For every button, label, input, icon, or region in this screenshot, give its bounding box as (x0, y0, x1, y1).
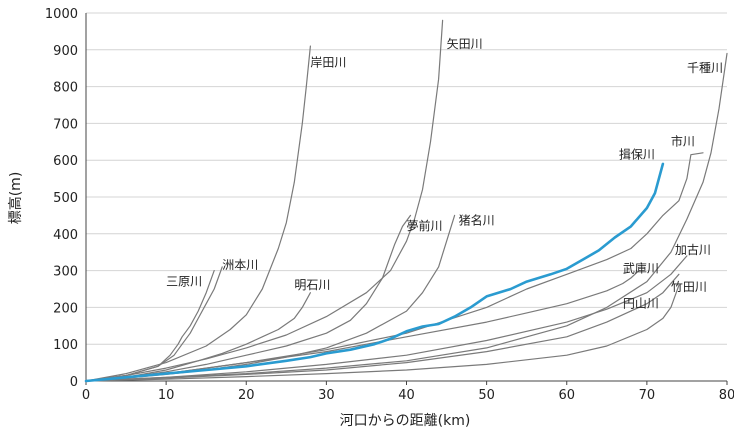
x-tick-label-20: 20 (238, 388, 255, 403)
y-tick-label-300: 300 (53, 265, 78, 280)
x-tick-label-30: 30 (318, 388, 335, 403)
y-tick-label-900: 900 (53, 44, 78, 59)
y-tick-label-700: 700 (53, 117, 78, 132)
x-tick-label-40: 40 (398, 388, 415, 403)
y-tick-label-200: 200 (53, 301, 78, 316)
series-line-5 (85, 19, 444, 382)
x-tick-label-0: 0 (82, 388, 90, 403)
x-tick-label-50: 50 (478, 388, 495, 403)
river-label-11: 加古川 (675, 242, 711, 257)
series-line-13 (85, 284, 680, 382)
series-line-14 (84, 162, 665, 383)
x-tick-label-60: 60 (558, 388, 575, 403)
series-line-3 (85, 45, 311, 382)
y-tick-label-400: 400 (53, 228, 78, 243)
y-tick-label-1000: 1000 (45, 7, 78, 22)
x-tick-label-70: 70 (639, 388, 656, 403)
river-label-4: 揖保川 (619, 147, 655, 161)
series-line-12 (85, 273, 680, 382)
x-tick-label-10: 10 (158, 388, 175, 403)
river-label-8: 洲本川 (222, 258, 258, 272)
series-line-11 (85, 270, 640, 382)
river-label-13: 竹田川 (671, 280, 707, 294)
y-axis-title: 標高(m) (7, 172, 24, 225)
river-label-3: 千種川 (687, 61, 723, 75)
series-line-10 (85, 255, 688, 382)
river-label-1: 岸田川 (310, 55, 346, 69)
x-axis-title: 河口からの距離(km) (340, 412, 471, 429)
y-tick-label-500: 500 (53, 191, 78, 206)
river-label-5: 市川 (671, 133, 695, 148)
gridlines (86, 12, 727, 345)
y-tick-label-800: 800 (53, 81, 78, 96)
series-line-2 (85, 266, 223, 382)
axes: 0 100 200 300 400 500 600 700 800 900 1000 0 10 20 30 4… (45, 7, 734, 403)
y-tick-label-600: 600 (53, 154, 78, 169)
river-label-2: 矢田川 (447, 37, 483, 51)
river-label-9: 三原川 (166, 274, 202, 288)
y-tick-label-0: 0 (70, 375, 78, 390)
river-label-10: 明石川 (294, 278, 330, 292)
x-tick-label-80: 80 (719, 388, 734, 403)
river-label-7: 猪名川 (459, 213, 495, 228)
river-label-14: 円山川 (623, 296, 659, 310)
series-lines (84, 19, 728, 383)
river-label-6: 夢前川 (407, 218, 443, 233)
series-line-8 (85, 152, 704, 382)
y-tick-label-100: 100 (53, 338, 78, 353)
river-label-12: 武庫川 (623, 261, 659, 275)
series-line-6 (85, 214, 412, 382)
series-line-9 (85, 52, 728, 382)
series-line-4 (85, 292, 311, 382)
